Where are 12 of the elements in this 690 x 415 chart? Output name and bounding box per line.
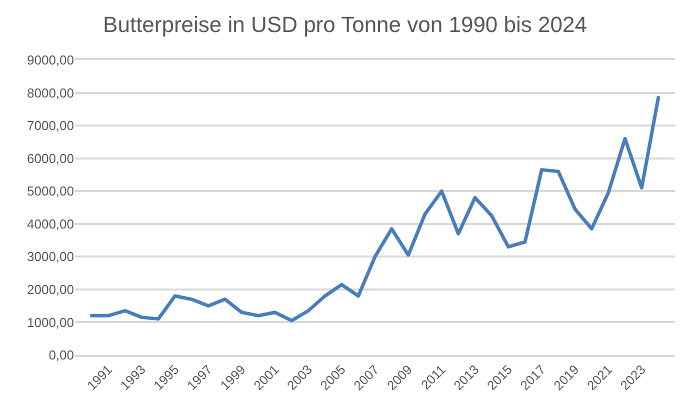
line-series [90,96,660,322]
y-tick-label: 2000,00 [27,282,74,297]
y-tick-label: 7000,00 [27,118,74,134]
y-tick-label: 8000,00 [27,85,74,100]
y-tick-label: 4000,00 [27,216,74,232]
y-tick-label: 6000,00 [27,150,74,166]
chart-title: Butterpreise in USD pro Tonne von 1990 bis 2024 [103,12,587,37]
y-tick-label: 5000,00 [27,184,74,199]
y-tick-label: 3000,00 [27,249,74,264]
y-tick-label: 9000,00 [27,52,74,68]
y-tick-label: 0,00 [48,348,74,363]
y-tick-label: 1000,00 [27,314,74,330]
